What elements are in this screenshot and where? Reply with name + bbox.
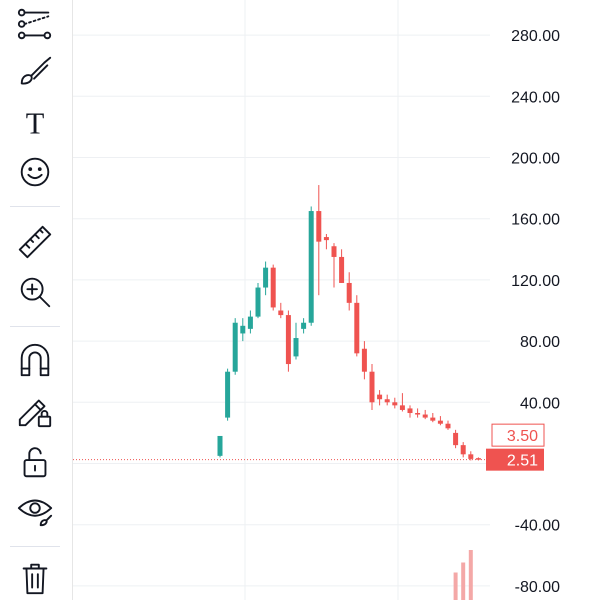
candle-body xyxy=(232,322,238,372)
candle-body xyxy=(422,414,428,418)
toolbar-divider xyxy=(10,326,60,327)
volume-bar xyxy=(468,550,473,600)
y-tick-label: 120.00 xyxy=(511,273,560,290)
remove-drawings-tool[interactable] xyxy=(13,558,57,598)
candle-body xyxy=(407,408,413,414)
volume-bar xyxy=(453,572,458,600)
candle-body xyxy=(475,458,481,460)
candle-body xyxy=(263,267,269,288)
text-icon: T xyxy=(26,106,45,140)
candle-body xyxy=(384,399,390,403)
zoom-in-tool[interactable] xyxy=(13,272,57,312)
candle-body xyxy=(323,237,329,241)
unlock-tool[interactable] xyxy=(13,442,57,482)
candle-body xyxy=(316,211,322,242)
unlock-icon xyxy=(23,447,47,478)
last-price-badge xyxy=(486,448,544,471)
magnet-tool[interactable] xyxy=(13,340,57,380)
open-price-label: 3.50 xyxy=(507,428,538,445)
drawing-toolbar: T xyxy=(0,0,73,600)
candle-body xyxy=(369,371,375,403)
candle-body xyxy=(247,316,253,329)
last-price-label: 2.51 xyxy=(507,453,538,470)
open-price-badge xyxy=(491,423,545,447)
candle-body xyxy=(217,435,223,456)
volume-bars xyxy=(453,550,473,600)
toolbar-divider xyxy=(10,206,60,207)
ruler-icon xyxy=(18,225,52,259)
price-axis[interactable]: 280.00 240.00 200.00 160.00 120.00 80.00 40.00… xyxy=(511,28,560,596)
candle-body xyxy=(278,310,284,316)
candle-body xyxy=(354,302,360,354)
trend-line-tool[interactable] xyxy=(13,4,57,44)
candle-body xyxy=(377,394,383,400)
candle-body xyxy=(468,454,474,459)
y-tick-label: 40.00 xyxy=(520,395,560,412)
lock-drawings-tool[interactable] xyxy=(13,390,57,430)
candle-body xyxy=(415,413,421,415)
candle-body xyxy=(460,445,466,455)
measure-tool[interactable] xyxy=(13,222,57,262)
candle-body xyxy=(331,246,337,257)
candles xyxy=(217,185,481,461)
smiley-icon xyxy=(20,157,50,187)
candle-body xyxy=(339,256,345,283)
y-tick-label: 280.00 xyxy=(511,28,560,45)
y-tick-label: 160.00 xyxy=(511,212,560,229)
y-tick-label: 80.00 xyxy=(520,334,560,351)
pencil-lock-icon xyxy=(18,399,52,428)
y-tick-label: -80.00 xyxy=(515,579,560,596)
candle-body xyxy=(392,402,398,406)
eye-icon xyxy=(17,499,53,527)
brush-tool[interactable] xyxy=(13,52,57,92)
candle-body xyxy=(308,211,314,323)
candle-body xyxy=(361,348,367,372)
toolbar-divider xyxy=(10,546,60,547)
y-tick-label: 200.00 xyxy=(511,151,560,168)
trash-icon xyxy=(22,563,48,595)
trend-lines-icon xyxy=(17,8,52,40)
candle-body xyxy=(255,287,261,317)
y-tick-label: 240.00 xyxy=(511,89,560,106)
candle-body xyxy=(225,371,231,418)
magnet-icon xyxy=(20,343,50,377)
price-labels: 3.50 2.51 xyxy=(73,423,545,471)
candle-body xyxy=(437,420,443,424)
y-tick-label: -40.00 xyxy=(515,518,560,535)
candle-body xyxy=(445,423,451,429)
candle-body xyxy=(430,417,436,421)
candle-body xyxy=(285,315,291,365)
price-chart[interactable]: 280.00 240.00 200.00 160.00 120.00 80.00 40.00… xyxy=(73,0,600,600)
zoom-in-icon xyxy=(20,277,51,308)
volume-bar xyxy=(461,562,466,600)
candle-body xyxy=(301,322,307,329)
candle-body xyxy=(240,325,246,334)
brush-icon xyxy=(20,56,52,85)
candle-body xyxy=(270,267,276,308)
text-tool[interactable]: T xyxy=(13,102,57,142)
text-tool-glyph: T xyxy=(26,106,45,140)
candle-body xyxy=(399,405,405,410)
chart-grid xyxy=(73,0,490,600)
candle-body xyxy=(293,338,299,357)
emoji-tool[interactable] xyxy=(13,152,57,192)
hide-drawings-tool[interactable] xyxy=(13,490,57,530)
candle-body xyxy=(346,282,352,303)
candle-body xyxy=(453,432,459,446)
